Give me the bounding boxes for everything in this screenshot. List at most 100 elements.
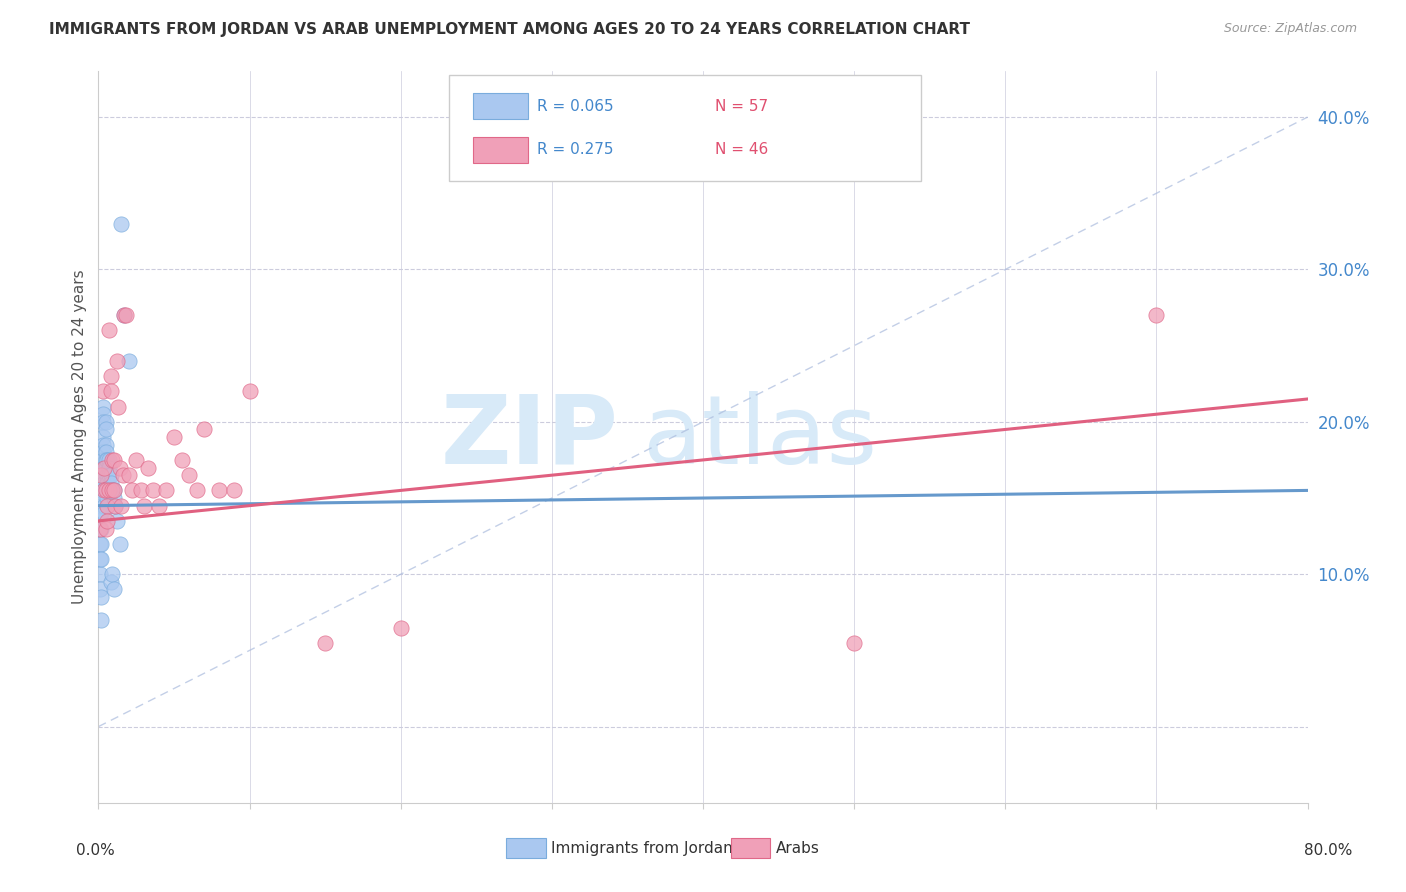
- Point: [103, 491, 125, 505]
- Point: [107, 400, 129, 414]
- Point: [100, 468, 122, 483]
- Point: [114, 308, 136, 322]
- Point: [90, 521, 112, 535]
- Point: [89, 582, 111, 597]
- Point: [103, 453, 125, 467]
- Point: [98, 460, 121, 475]
- Point: [93, 483, 115, 498]
- Point: [142, 483, 165, 498]
- Point: [193, 422, 215, 436]
- Text: atlas: atlas: [643, 391, 877, 483]
- Text: Immigrants from Jordan: Immigrants from Jordan: [551, 841, 733, 855]
- Text: Source: ZipAtlas.com: Source: ZipAtlas.com: [1223, 22, 1357, 36]
- Y-axis label: Unemployment Among Ages 20 to 24 years: Unemployment Among Ages 20 to 24 years: [72, 269, 87, 605]
- Point: [96, 453, 118, 467]
- Point: [96, 514, 118, 528]
- Point: [170, 453, 193, 467]
- Point: [125, 453, 148, 467]
- Point: [94, 460, 117, 475]
- Point: [94, 521, 117, 535]
- Point: [136, 460, 159, 475]
- Text: R = 0.065: R = 0.065: [537, 99, 614, 114]
- Point: [155, 483, 177, 498]
- Point: [93, 468, 115, 483]
- Point: [100, 369, 122, 384]
- Point: [94, 415, 117, 429]
- Text: IMMIGRANTS FROM JORDAN VS ARAB UNEMPLOYMENT AMONG AGES 20 TO 24 YEARS CORRELATIO: IMMIGRANTS FROM JORDAN VS ARAB UNEMPLOYM…: [49, 22, 970, 37]
- Text: N = 57: N = 57: [716, 99, 768, 114]
- Point: [104, 499, 127, 513]
- Point: [103, 483, 125, 498]
- Point: [98, 483, 121, 498]
- Point: [91, 407, 114, 421]
- Point: [93, 475, 115, 490]
- Point: [90, 483, 112, 498]
- Point: [129, 483, 152, 498]
- Point: [90, 506, 112, 520]
- Point: [208, 483, 231, 498]
- Point: [90, 590, 112, 604]
- Point: [224, 483, 246, 498]
- FancyBboxPatch shape: [449, 75, 921, 181]
- Point: [104, 499, 127, 513]
- FancyBboxPatch shape: [474, 93, 527, 120]
- Point: [89, 567, 111, 582]
- Point: [98, 453, 121, 467]
- Point: [239, 384, 262, 399]
- Point: [91, 445, 114, 459]
- Point: [98, 483, 121, 498]
- Point: [91, 453, 114, 467]
- Text: N = 46: N = 46: [716, 142, 768, 157]
- Point: [91, 430, 114, 444]
- Text: Arabs: Arabs: [776, 841, 820, 855]
- Point: [121, 483, 143, 498]
- Point: [110, 499, 132, 513]
- Point: [91, 384, 114, 399]
- Point: [103, 483, 125, 498]
- Point: [100, 574, 122, 589]
- Point: [105, 514, 128, 528]
- Point: [93, 506, 115, 520]
- Point: [389, 621, 412, 635]
- Point: [1144, 308, 1167, 322]
- Text: 80.0%: 80.0%: [1305, 843, 1353, 858]
- Point: [118, 354, 141, 368]
- Point: [91, 415, 114, 429]
- Point: [101, 567, 124, 582]
- Point: [118, 468, 141, 483]
- Point: [179, 468, 201, 483]
- Point: [105, 354, 128, 368]
- Point: [163, 430, 186, 444]
- Point: [100, 475, 122, 490]
- Point: [89, 521, 111, 535]
- Point: [98, 468, 121, 483]
- Point: [94, 483, 117, 498]
- Point: [93, 483, 115, 498]
- Point: [93, 499, 115, 513]
- Text: ZIP: ZIP: [440, 391, 619, 483]
- Point: [94, 453, 117, 467]
- Point: [112, 308, 135, 322]
- Point: [100, 384, 122, 399]
- Point: [98, 323, 121, 337]
- Point: [96, 468, 118, 483]
- Point: [91, 438, 114, 452]
- Point: [94, 438, 117, 452]
- Point: [103, 582, 125, 597]
- Point: [89, 521, 111, 535]
- Point: [101, 483, 124, 498]
- Point: [132, 499, 155, 513]
- Point: [93, 491, 115, 505]
- Point: [90, 552, 112, 566]
- Point: [112, 308, 135, 322]
- Point: [91, 400, 114, 414]
- Point: [89, 537, 111, 551]
- Point: [91, 460, 114, 475]
- Point: [186, 483, 208, 498]
- Point: [90, 468, 112, 483]
- FancyBboxPatch shape: [474, 136, 527, 163]
- Point: [89, 552, 111, 566]
- Point: [96, 491, 118, 505]
- Point: [96, 483, 118, 498]
- Point: [101, 483, 124, 498]
